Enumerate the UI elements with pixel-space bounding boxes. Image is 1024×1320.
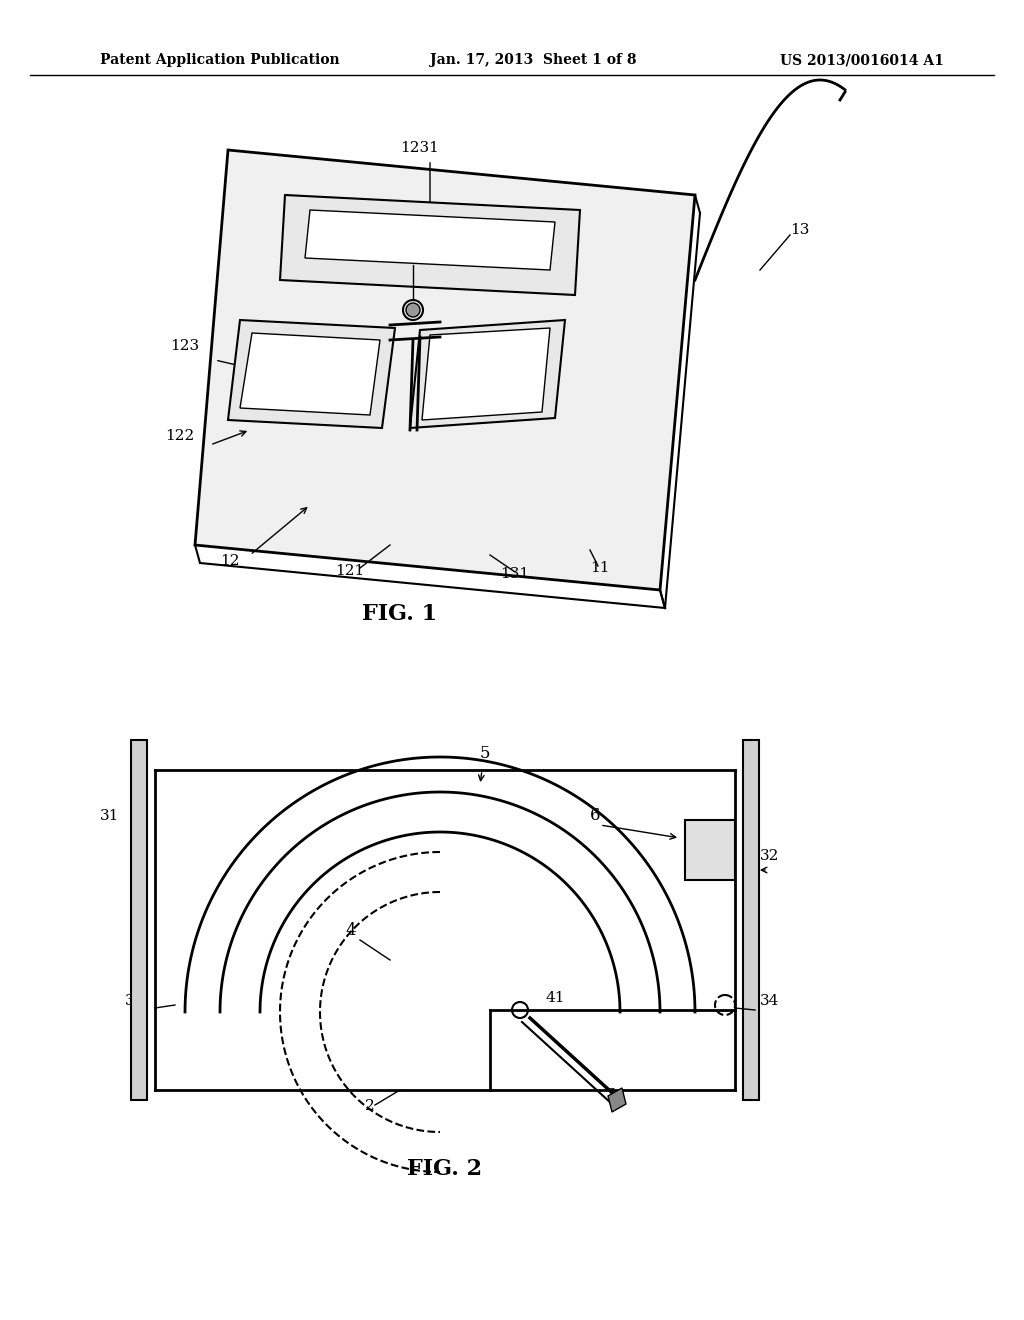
Text: 13: 13 (790, 223, 809, 238)
Polygon shape (195, 150, 695, 590)
Circle shape (406, 304, 420, 317)
Polygon shape (280, 195, 580, 294)
Polygon shape (131, 741, 147, 1100)
Text: 34: 34 (760, 994, 779, 1008)
Polygon shape (685, 820, 735, 880)
Polygon shape (608, 1088, 626, 1111)
Text: 41: 41 (545, 991, 564, 1005)
Text: 11: 11 (590, 561, 609, 576)
Text: 2: 2 (365, 1100, 375, 1113)
Polygon shape (410, 319, 565, 428)
Polygon shape (240, 333, 380, 414)
Text: 4: 4 (345, 921, 355, 939)
Text: 122: 122 (165, 429, 195, 444)
Text: 32: 32 (760, 849, 779, 863)
Text: 31: 31 (100, 809, 120, 822)
Text: 7: 7 (605, 1086, 615, 1104)
Text: 121: 121 (335, 564, 365, 578)
Text: 12: 12 (220, 554, 240, 568)
Polygon shape (228, 319, 395, 428)
Polygon shape (305, 210, 555, 271)
Text: 123: 123 (170, 339, 199, 352)
Text: 1231: 1231 (400, 141, 439, 154)
Text: 131: 131 (500, 568, 529, 581)
Text: Patent Application Publication: Patent Application Publication (100, 53, 340, 67)
Polygon shape (422, 327, 550, 420)
Text: FIG. 2: FIG. 2 (408, 1158, 482, 1180)
Text: 33: 33 (125, 994, 144, 1008)
Text: Jan. 17, 2013  Sheet 1 of 8: Jan. 17, 2013 Sheet 1 of 8 (430, 53, 637, 67)
Text: US 2013/0016014 A1: US 2013/0016014 A1 (780, 53, 944, 67)
Polygon shape (743, 741, 759, 1100)
Text: FIG. 1: FIG. 1 (362, 603, 437, 624)
Text: 6: 6 (590, 807, 600, 824)
Text: 5: 5 (480, 744, 490, 762)
